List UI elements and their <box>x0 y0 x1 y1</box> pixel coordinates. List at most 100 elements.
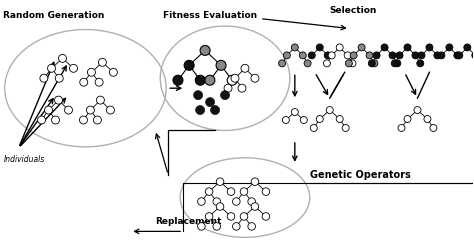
Circle shape <box>324 52 331 59</box>
Circle shape <box>381 44 388 51</box>
Circle shape <box>251 178 259 185</box>
Circle shape <box>316 44 323 51</box>
Circle shape <box>241 64 249 72</box>
Circle shape <box>109 68 118 76</box>
Circle shape <box>233 223 240 230</box>
Circle shape <box>205 188 213 195</box>
Circle shape <box>414 107 421 113</box>
Circle shape <box>240 213 248 220</box>
Circle shape <box>262 213 270 220</box>
Circle shape <box>404 115 411 122</box>
Circle shape <box>299 52 306 59</box>
Circle shape <box>55 96 63 104</box>
Circle shape <box>472 52 474 59</box>
Circle shape <box>251 74 259 82</box>
Text: Random Generation: Random Generation <box>3 11 104 20</box>
Circle shape <box>47 64 55 72</box>
Circle shape <box>196 106 205 114</box>
Circle shape <box>323 60 330 67</box>
Circle shape <box>240 188 248 195</box>
Circle shape <box>342 124 349 131</box>
Text: Replacement: Replacement <box>155 217 222 226</box>
Circle shape <box>205 75 215 85</box>
Circle shape <box>213 198 220 205</box>
Circle shape <box>216 60 226 70</box>
Circle shape <box>391 60 398 67</box>
Circle shape <box>198 198 205 205</box>
Circle shape <box>346 60 352 67</box>
Circle shape <box>58 54 66 62</box>
Circle shape <box>52 116 60 124</box>
Circle shape <box>87 68 95 76</box>
Circle shape <box>200 45 210 55</box>
Circle shape <box>198 223 205 230</box>
Circle shape <box>195 75 205 85</box>
Circle shape <box>210 106 219 114</box>
Circle shape <box>227 188 235 195</box>
Circle shape <box>248 223 255 230</box>
Circle shape <box>389 52 396 59</box>
Circle shape <box>193 91 202 100</box>
Circle shape <box>371 60 378 67</box>
Circle shape <box>464 44 471 51</box>
Circle shape <box>95 78 103 86</box>
Circle shape <box>454 52 461 59</box>
Circle shape <box>412 52 419 59</box>
Circle shape <box>396 52 403 59</box>
Circle shape <box>394 60 401 67</box>
Circle shape <box>233 198 240 205</box>
Circle shape <box>227 213 235 220</box>
Text: Fitness Evaluation: Fitness Evaluation <box>163 11 257 20</box>
Circle shape <box>248 198 255 205</box>
Circle shape <box>368 60 375 67</box>
Circle shape <box>418 52 425 59</box>
Circle shape <box>227 75 237 85</box>
Circle shape <box>417 60 424 67</box>
Circle shape <box>205 213 213 220</box>
Circle shape <box>93 116 101 124</box>
Circle shape <box>424 115 431 122</box>
Circle shape <box>350 52 357 59</box>
Circle shape <box>292 109 298 115</box>
Circle shape <box>216 178 224 185</box>
Circle shape <box>80 78 88 86</box>
Circle shape <box>224 84 232 92</box>
Circle shape <box>283 52 291 59</box>
Circle shape <box>373 52 380 59</box>
Circle shape <box>349 60 356 67</box>
Circle shape <box>301 117 307 123</box>
Circle shape <box>213 223 220 230</box>
Circle shape <box>336 44 343 51</box>
Circle shape <box>64 106 73 114</box>
Circle shape <box>292 44 298 51</box>
Circle shape <box>430 124 437 131</box>
Circle shape <box>45 106 53 114</box>
Circle shape <box>283 117 289 123</box>
Circle shape <box>99 58 106 66</box>
Circle shape <box>206 98 215 107</box>
Circle shape <box>344 52 351 59</box>
Circle shape <box>220 91 229 100</box>
Text: Individuals: Individuals <box>4 155 45 164</box>
Circle shape <box>262 188 270 195</box>
Circle shape <box>310 124 317 131</box>
Circle shape <box>404 44 411 51</box>
Circle shape <box>366 52 373 59</box>
Text: Genetic Operators: Genetic Operators <box>310 170 410 180</box>
Circle shape <box>358 44 365 51</box>
Circle shape <box>37 116 46 124</box>
Circle shape <box>308 52 315 59</box>
Circle shape <box>304 60 311 67</box>
Circle shape <box>326 107 333 113</box>
Circle shape <box>328 52 335 59</box>
Circle shape <box>231 74 239 82</box>
Circle shape <box>438 52 445 59</box>
Circle shape <box>398 124 405 131</box>
Circle shape <box>456 52 463 59</box>
Circle shape <box>279 60 285 67</box>
Circle shape <box>426 44 433 51</box>
Circle shape <box>216 203 224 210</box>
Circle shape <box>446 44 453 51</box>
Circle shape <box>316 115 323 122</box>
Circle shape <box>106 106 114 114</box>
